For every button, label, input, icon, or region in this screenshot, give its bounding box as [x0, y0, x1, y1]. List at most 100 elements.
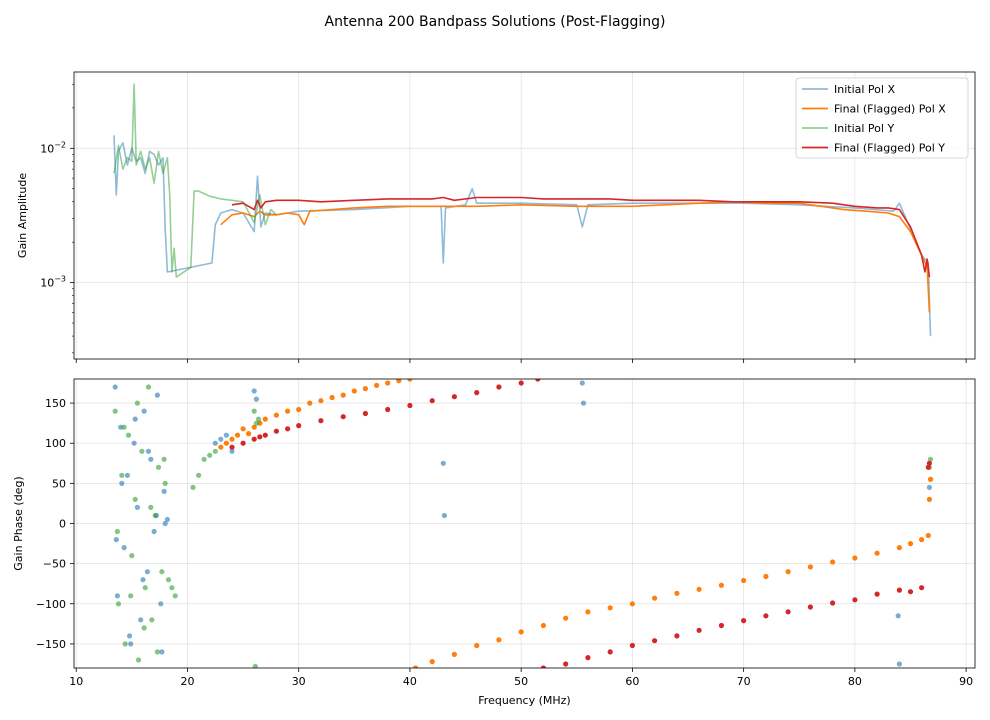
phase-point [256, 416, 262, 422]
phase-point [362, 410, 368, 417]
phase-point [125, 432, 132, 438]
phase-point [285, 426, 291, 432]
phase-point [741, 618, 747, 624]
amplitude-y-tick-label: 10−2 [40, 140, 66, 155]
phase-point [134, 504, 140, 510]
phase-point [159, 649, 165, 655]
phase-point [196, 472, 202, 478]
phase-point [607, 649, 613, 655]
phase-point [113, 537, 119, 543]
phase-y-tick-label: 50 [52, 477, 66, 490]
phase-point [151, 528, 157, 535]
phase-point [652, 595, 658, 601]
amplitude-y-tick-label: 10−3 [40, 275, 66, 290]
phase-x-tick-label: 20 [180, 675, 194, 688]
phase-point [131, 440, 137, 446]
phase-x-tick-label: 80 [848, 675, 862, 688]
legend-box [795, 77, 969, 159]
phase-point [251, 424, 257, 430]
phase-y-tick-label: −100 [36, 598, 66, 611]
phase-point [925, 464, 931, 470]
phase-point [112, 384, 118, 390]
phase-point [139, 448, 145, 454]
phase-point [154, 649, 160, 655]
phase-point [240, 426, 246, 432]
phase-point [919, 585, 925, 591]
phase-point [919, 537, 925, 543]
phase-point [496, 637, 502, 643]
phase-point [145, 448, 152, 454]
phase-point [807, 604, 814, 610]
phase-point [896, 545, 903, 551]
phase-point [474, 642, 480, 649]
phase-point [763, 613, 769, 619]
phase-point [148, 456, 154, 462]
phase-point [273, 428, 279, 434]
phase-point [429, 659, 435, 665]
phase-point [252, 663, 258, 668]
phase-point [296, 406, 302, 413]
legend-label: Initial Pol Y [834, 122, 894, 135]
phase-point [121, 545, 127, 551]
phase-point [246, 431, 252, 437]
phase-point [273, 412, 279, 418]
phase-point [307, 400, 313, 406]
phase-point [429, 398, 435, 404]
phase-point [141, 408, 147, 414]
phase-point [362, 386, 368, 392]
phase-y-tick-label: −50 [43, 558, 66, 571]
amplitude-panel: 10−2 10−3 Gain Amplitude Initial Pol X Fin… [16, 71, 976, 363]
phase-point [374, 382, 380, 388]
phase-point [169, 585, 175, 591]
phase-x-tick-label: 10 [69, 675, 83, 688]
phase-point [318, 418, 324, 424]
phase-point [253, 396, 259, 402]
phase-point [763, 573, 769, 580]
phase-point [190, 484, 196, 490]
phase-point [141, 625, 147, 631]
phase-point [172, 593, 178, 599]
phase-point [229, 448, 235, 454]
phase-point [896, 661, 903, 667]
phase-point [234, 432, 241, 438]
phase-point [907, 589, 914, 595]
phase-point [674, 590, 680, 596]
phase-point [119, 472, 125, 478]
phase-point [127, 633, 133, 639]
phase-point [318, 398, 324, 404]
amplitude-line-initial-pol-y [113, 83, 277, 278]
phase-point [218, 444, 224, 450]
phase-x-label: Frequency (MHz) [478, 694, 570, 707]
phase-y-label: Gain Phase (deg) [12, 476, 25, 570]
legend-label: Final (Flagged) Pol Y [834, 142, 945, 155]
legend: Initial Pol X Final (Flagged) Pol X Initia… [795, 77, 969, 159]
phase-point [852, 597, 858, 603]
phase-point [896, 587, 903, 593]
phase-point [112, 408, 118, 414]
phase-point [148, 504, 154, 510]
phase-y-tick-label: −150 [36, 638, 66, 651]
phase-point [262, 416, 268, 422]
phase-point [251, 436, 257, 442]
phase-y-tick-label: 0 [59, 518, 66, 531]
phase-y-tick-label: 100 [45, 437, 66, 450]
phase-point [741, 577, 747, 584]
amplitude-line-initial-pol-x [113, 135, 932, 337]
phase-point [396, 379, 402, 384]
phase-point [229, 436, 235, 442]
phase-point [474, 390, 480, 396]
phase-point [145, 384, 152, 390]
phase-point [121, 424, 127, 430]
phase-point [927, 476, 934, 482]
amplitude-ticks: 10−2 10−3 [40, 83, 967, 363]
phase-point [585, 655, 591, 661]
phase-point [696, 627, 702, 633]
phase-point [164, 516, 170, 523]
phase-point [124, 472, 130, 478]
phase-point [140, 577, 146, 583]
phase-point [785, 569, 791, 575]
phase-x-tick-label: 90 [959, 675, 973, 688]
phase-point [585, 609, 591, 615]
phase-point [407, 379, 413, 382]
phase-point [165, 577, 172, 583]
